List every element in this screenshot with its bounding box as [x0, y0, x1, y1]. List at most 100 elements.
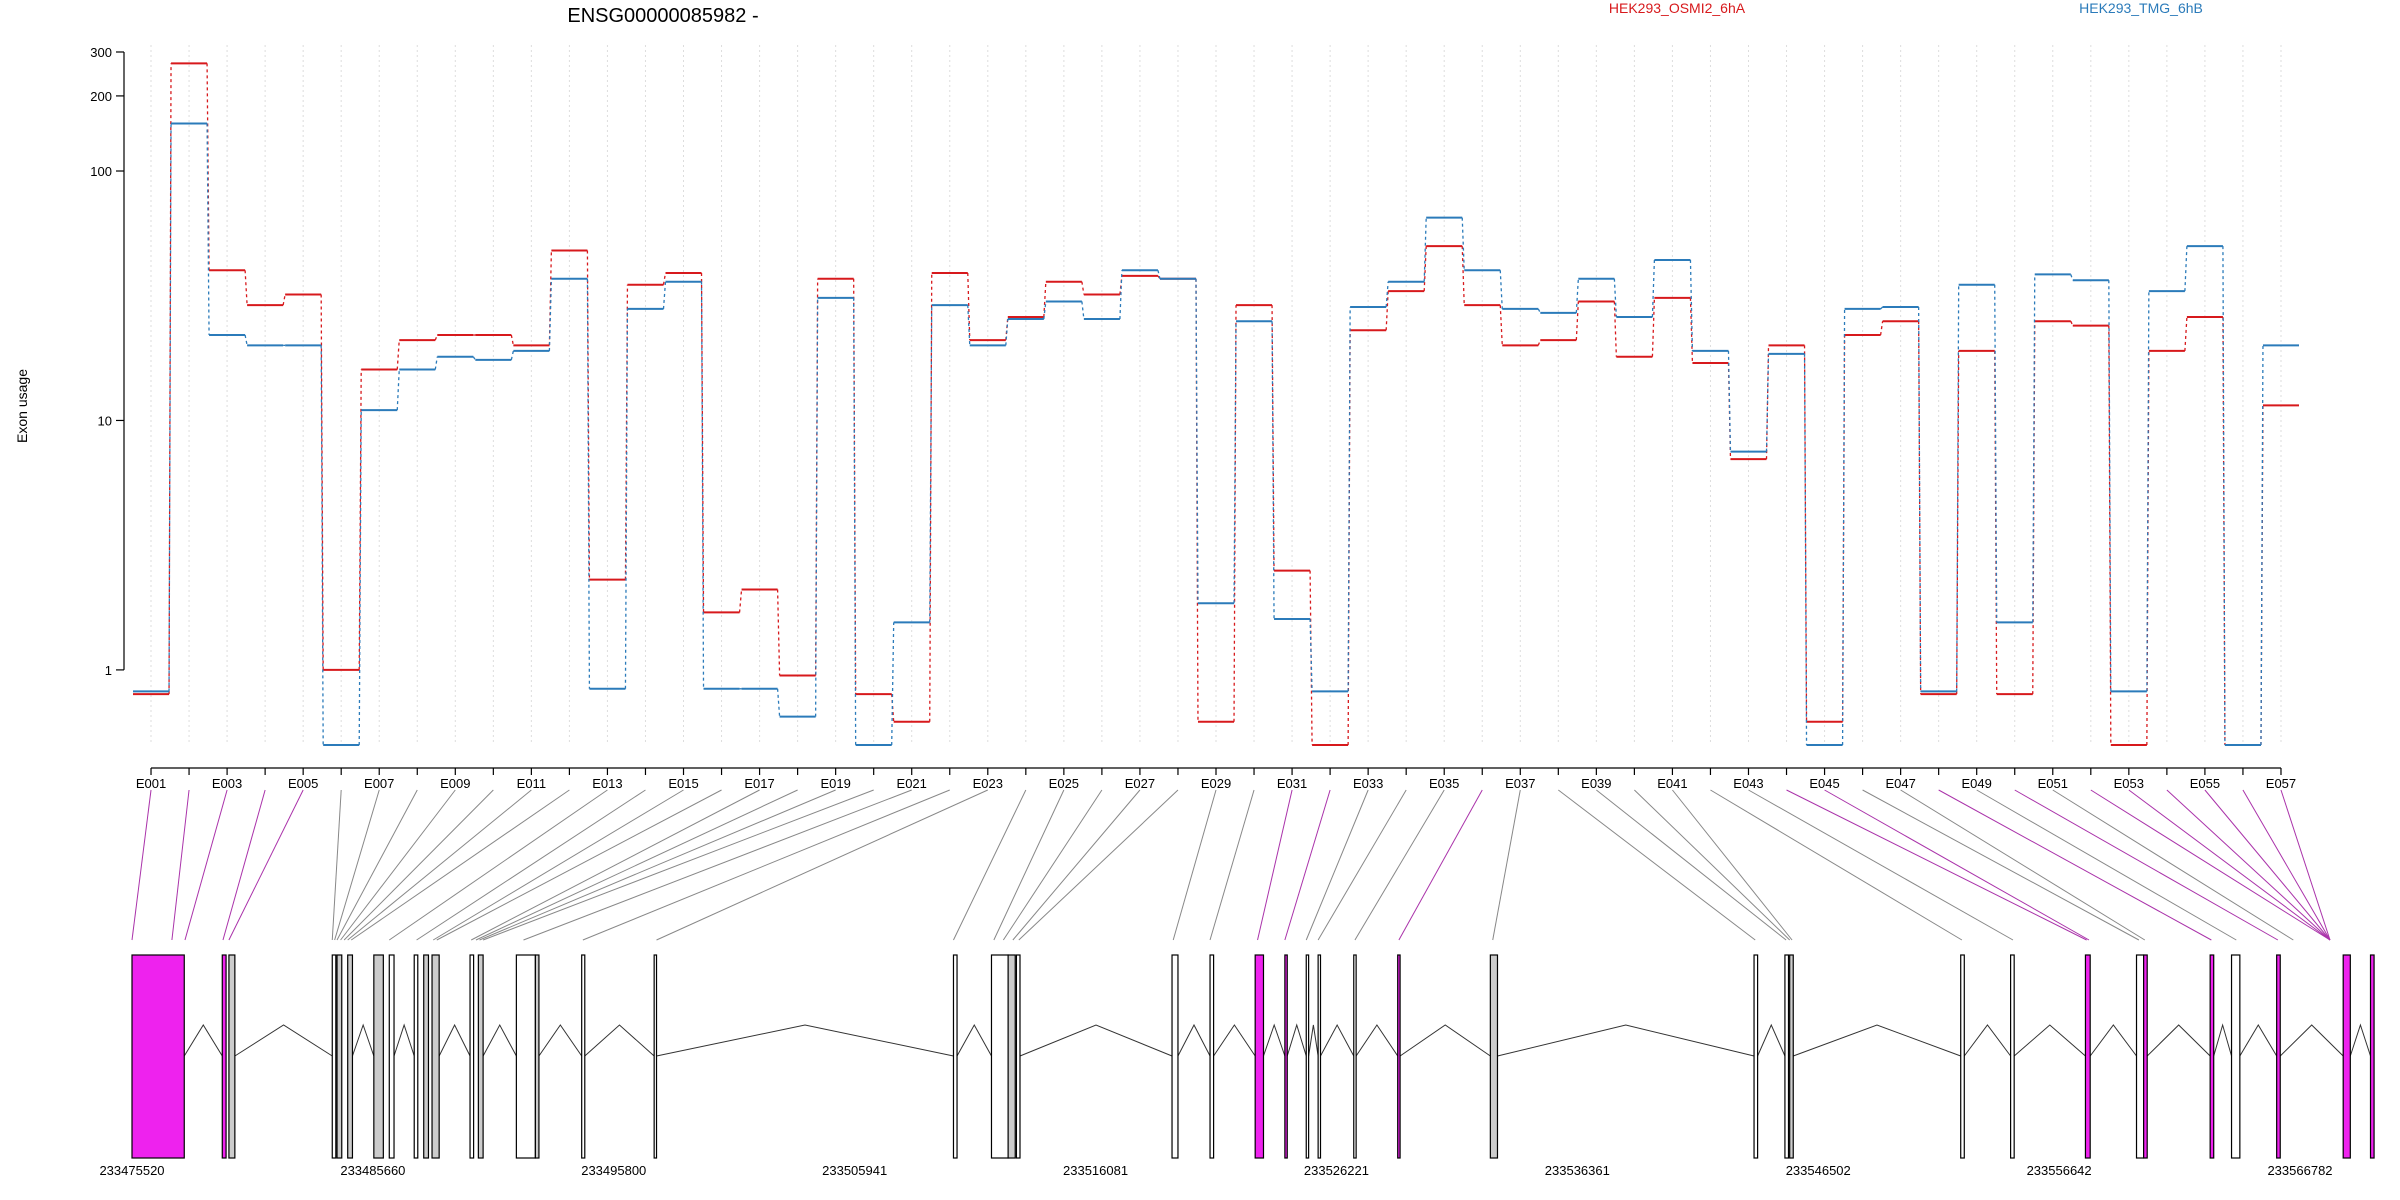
exon-block: [2010, 954, 2015, 1159]
data-connector: [1613, 278, 1618, 317]
exon-block: [1317, 954, 1322, 1159]
data-connector: [1994, 350, 1998, 695]
x-tick-label: E055: [2190, 776, 2220, 791]
exon-connector: [1257, 789, 1293, 941]
data-connector: [1385, 291, 1389, 331]
intron-line: [538, 1024, 583, 1057]
data-connector: [168, 123, 172, 692]
data-connector: [700, 273, 705, 613]
y-tick-label: 1: [105, 663, 112, 678]
data-connector: [1423, 217, 1427, 282]
exon-connector: [340, 789, 456, 941]
data-connector: [1195, 278, 1199, 604]
data-connector: [776, 589, 781, 676]
data-connector: [967, 272, 971, 341]
x-tick-label: E051: [2038, 776, 2068, 791]
intron-line: [2349, 1023, 2371, 1057]
data-connector: [1385, 281, 1389, 308]
data-connector: [510, 334, 514, 346]
exon-connector: [479, 789, 836, 941]
exon-connector: [582, 789, 950, 941]
data-connector: [1119, 270, 1123, 320]
exon-block: [990, 954, 1009, 1159]
data-connector: [1651, 297, 1656, 357]
exon-block: [336, 954, 343, 1159]
exon-connector: [2128, 789, 2331, 941]
data-connector: [662, 281, 667, 309]
data-connector: [967, 305, 971, 346]
exon-connector: [388, 789, 608, 941]
exon-block: [534, 954, 540, 1159]
exon-block: [2143, 954, 2148, 1159]
gene-model: [131, 954, 2375, 1159]
coordinate-label: 233505941: [822, 1163, 887, 1178]
intron-line: [1963, 1024, 2012, 1057]
coordinate-label: 233546502: [1786, 1163, 1851, 1178]
legend-series1: HEK293_OSMI2_6hA: [1609, 0, 1746, 16]
x-tick-label: E045: [1809, 776, 1839, 791]
exon-block: [2135, 954, 2145, 1159]
data-connector: [1461, 246, 1465, 306]
data-connector: [1423, 246, 1427, 292]
data-connector: [814, 278, 819, 676]
coordinate-label: 233495800: [581, 1163, 646, 1178]
exon-connector: [336, 789, 418, 941]
exon-block: [1960, 954, 1965, 1159]
intron-line: [1286, 1023, 1307, 1057]
exon-connector: [2090, 789, 2331, 941]
exon-block: [477, 954, 484, 1159]
data-connector: [1461, 217, 1465, 271]
coordinate-label: 233536361: [1545, 1163, 1610, 1178]
exon-connector: [1900, 789, 2146, 941]
data-connector: [2260, 345, 2264, 746]
data-connector: [1956, 284, 1960, 692]
exon-block: [1789, 954, 1794, 1159]
exon-connector: [331, 789, 342, 941]
data-connector: [548, 278, 553, 351]
exon-block: [2342, 954, 2351, 1159]
x-tick-label: E041: [1657, 776, 1687, 791]
data-connector: [244, 270, 248, 306]
data-connector: [244, 334, 248, 346]
genome-axis: 233475520 233485660 233495800 233505941 2335…: [99, 1163, 2332, 1178]
data-connector: [2146, 350, 2150, 746]
exon-connectors: [131, 789, 2331, 941]
x-tick-label: E019: [820, 776, 850, 791]
exon-connector: [171, 789, 190, 941]
exon-connector: [416, 789, 646, 941]
intron-line: [1308, 1024, 1319, 1057]
intron-line: [1497, 1024, 1755, 1057]
data-connector: [1271, 321, 1275, 619]
exon-block: [1353, 954, 1357, 1159]
exon-connector: [131, 789, 152, 941]
exon-block: [347, 954, 354, 1159]
exon-block: [221, 954, 227, 1159]
x-tick-label: E039: [1581, 776, 1611, 791]
exon-connector: [2052, 789, 2294, 941]
exon-connector: [1018, 789, 1179, 941]
x-tick-label: E011: [517, 776, 546, 791]
y-axis: 1 10 100 200 300: [90, 45, 125, 678]
data-connector: [2184, 246, 2188, 292]
intron-line: [2013, 1024, 2086, 1057]
exon-block: [1171, 954, 1179, 1159]
exon-connector: [1398, 789, 1483, 941]
intron-line: [2279, 1024, 2344, 1057]
data-connector: [1575, 301, 1579, 341]
exon-block: [2209, 954, 2215, 1159]
exon-connector: [953, 789, 1027, 941]
exon-block: [952, 954, 958, 1159]
coordinate-label: 233556642: [2027, 1163, 2092, 1178]
data-connector: [1157, 270, 1161, 279]
x-tick-label: E015: [668, 776, 698, 791]
data-connector: [434, 356, 438, 370]
exon-block: [2230, 954, 2241, 1159]
data-connector: [1309, 618, 1313, 692]
exon-block: [431, 954, 440, 1159]
exon-connector: [1596, 789, 1787, 941]
coordinate-label: 233475520: [99, 1163, 164, 1178]
x-tick-label: E023: [973, 776, 1003, 791]
exon-block: [515, 954, 536, 1159]
data-connector: [662, 272, 667, 285]
data-connector: [1803, 353, 1808, 746]
